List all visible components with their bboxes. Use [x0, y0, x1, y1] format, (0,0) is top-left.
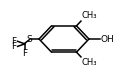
Text: CH₃: CH₃ — [82, 11, 97, 21]
Text: F: F — [22, 49, 27, 58]
Text: OH: OH — [100, 34, 114, 44]
Text: CH₃: CH₃ — [82, 57, 97, 67]
Text: F: F — [12, 42, 17, 51]
Text: S: S — [27, 34, 32, 44]
Text: F: F — [12, 37, 17, 46]
